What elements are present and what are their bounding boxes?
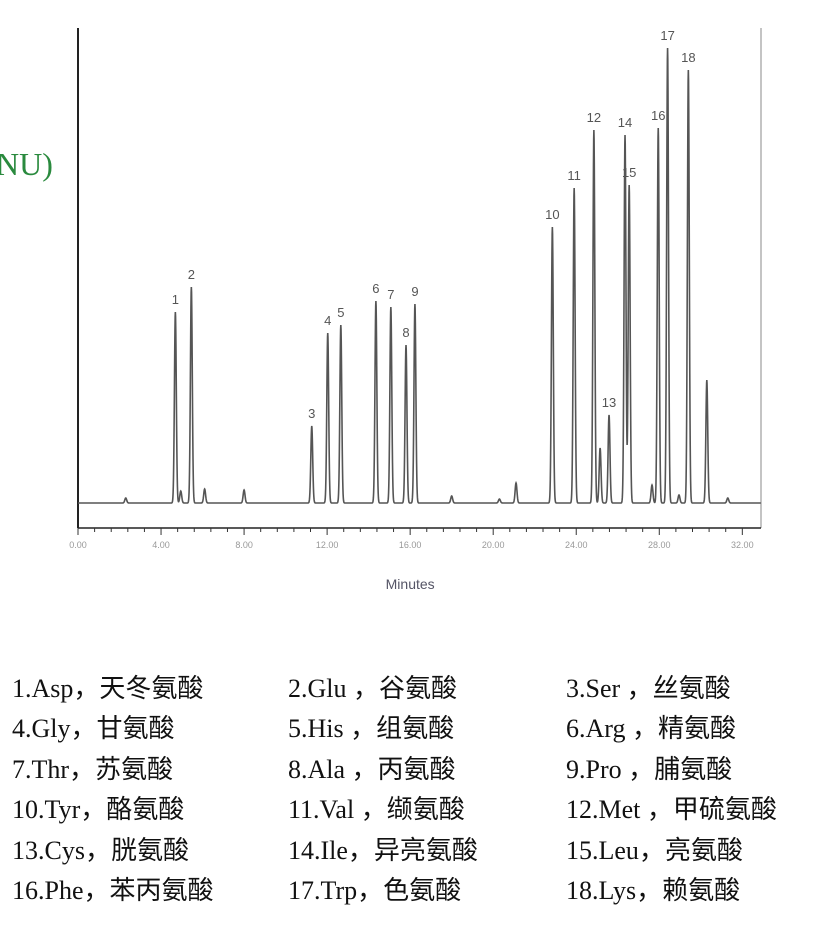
x-tick-label: 16.00 bbox=[399, 540, 422, 550]
peak-label-1: 1 bbox=[172, 292, 179, 307]
x-axis-title: Minutes bbox=[386, 576, 435, 592]
legend-item: 2.Glu ，谷氨酸 bbox=[288, 674, 458, 703]
legend-item: 13.Cys，胱氨酸 bbox=[12, 836, 189, 865]
legend-item: 5.His ，组氨酸 bbox=[288, 714, 455, 743]
peak-label-9: 9 bbox=[411, 284, 418, 299]
peak-label-10: 10 bbox=[545, 207, 559, 222]
legend-item: 15.Leu，亮氨酸 bbox=[566, 836, 743, 865]
legend-item: 3.Ser ，丝氨酸 bbox=[566, 674, 731, 703]
peak-label-17: 17 bbox=[660, 28, 674, 43]
peak-label-12: 12 bbox=[587, 110, 601, 125]
peak-label-6: 6 bbox=[372, 281, 379, 296]
x-tick-label: 20.00 bbox=[482, 540, 505, 550]
legend-item: 9.Pro ，脯氨酸 bbox=[566, 755, 733, 784]
x-tick-label: 24.00 bbox=[565, 540, 588, 550]
x-tick-label: 8.00 bbox=[235, 540, 253, 550]
peak-label-15: 15 bbox=[622, 165, 636, 180]
y-axis-label-fragment: NU) bbox=[0, 146, 53, 182]
legend-item: 10.Tyr，酪氨酸 bbox=[12, 795, 185, 824]
legend-item: 14.Ile，异亮氨酸 bbox=[288, 836, 478, 865]
legend-item: 4.Gly，甘氨酸 bbox=[12, 714, 175, 743]
x-tick-label: 28.00 bbox=[648, 540, 671, 550]
x-tick-label: 0.00 bbox=[69, 540, 87, 550]
chromatogram-trace bbox=[78, 47, 761, 504]
peak-label-18: 18 bbox=[681, 50, 695, 65]
peak-label-11: 11 bbox=[567, 168, 581, 183]
legend-item: 11.Val ，缬氨酸 bbox=[288, 795, 465, 824]
peak-label-4: 4 bbox=[324, 313, 331, 328]
legend-item: 1.Asp，天冬氨酸 bbox=[12, 674, 204, 703]
peak-label-5: 5 bbox=[337, 305, 344, 320]
peak-label-3: 3 bbox=[308, 406, 315, 421]
chromatogram-chart: 0.00 4.00 8.00 12.00 16.00 20.00 24.00 28.00 32.… bbox=[69, 28, 762, 592]
peak-label-16: 16 bbox=[651, 108, 665, 123]
legend-item: 12.Met ，甲硫氨酸 bbox=[566, 795, 777, 824]
legend-item: 6.Arg ，精氨酸 bbox=[566, 714, 736, 743]
peak-label-2: 2 bbox=[188, 267, 195, 282]
x-tick-label: 32.00 bbox=[731, 540, 754, 550]
x-tick-label: 12.00 bbox=[316, 540, 339, 550]
legend-item: 17.Trp，色氨酸 bbox=[288, 876, 462, 905]
legend-item: 7.Thr，苏氨酸 bbox=[12, 755, 174, 784]
peak-label-13: 13 bbox=[602, 395, 616, 410]
peak-label-8: 8 bbox=[402, 325, 409, 340]
legend-item: 8.Ala ，丙氨酸 bbox=[288, 755, 456, 784]
peak-label-14: 14 bbox=[618, 115, 632, 130]
peak-label-7: 7 bbox=[387, 287, 394, 302]
legend-item: 18.Lys，赖氨酸 bbox=[566, 876, 741, 905]
legend-item: 16.Phe，苯丙氨酸 bbox=[12, 876, 214, 905]
x-tick-label: 4.00 bbox=[152, 540, 170, 550]
